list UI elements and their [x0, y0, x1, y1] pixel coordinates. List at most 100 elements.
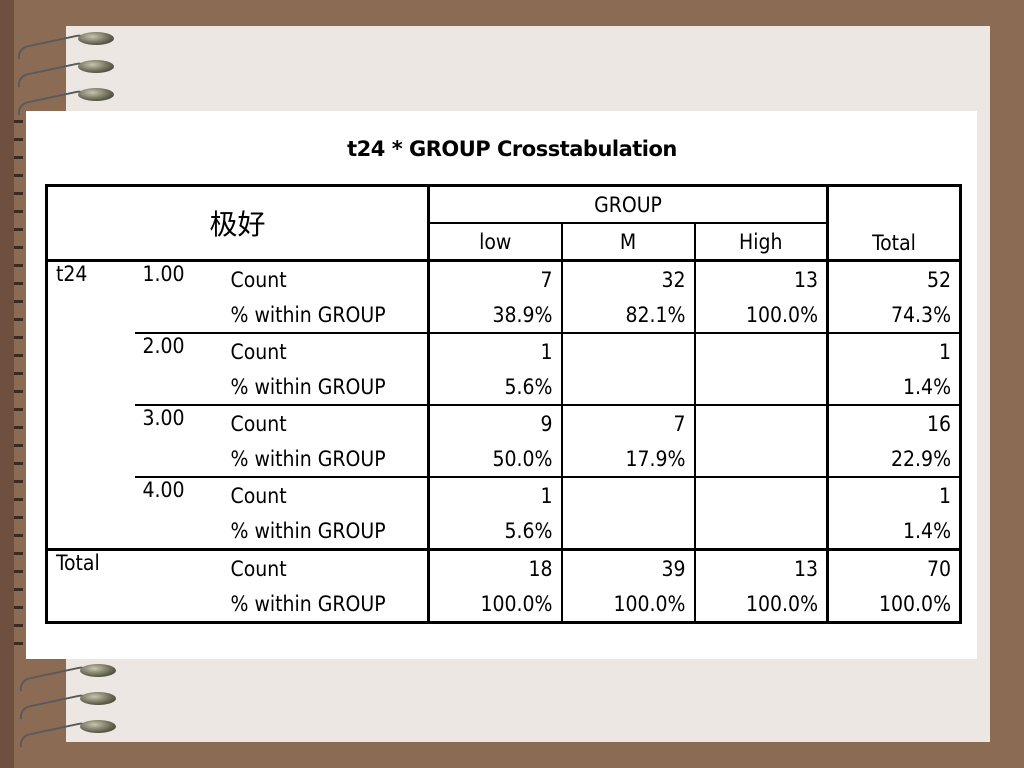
count-cell: 7 [427, 259, 562, 297]
statistic-label: Count [222, 332, 429, 369]
edge-tick [14, 426, 23, 429]
row-value-label: 3.00 [134, 404, 223, 477]
edge-tick [14, 642, 23, 645]
edge-tick [14, 174, 23, 177]
edge-tick [14, 624, 23, 627]
edge-tick [14, 498, 23, 501]
count-total-cell: 16 [826, 404, 961, 441]
group-header: GROUP [427, 185, 828, 224]
statistic-label: Count [222, 404, 429, 441]
count-cell: 39 [560, 548, 695, 586]
column-header: M [560, 223, 695, 261]
edge-tick [14, 156, 23, 159]
edge-tick [14, 372, 23, 375]
edge-tick [14, 606, 23, 609]
crosstab-table: 极好 GROUP Total low M High t24 1.00 Count 7 3… [45, 184, 963, 624]
percent-cell [693, 513, 828, 550]
row-value-label: 4.00 [134, 476, 223, 550]
edge-tick [14, 210, 23, 213]
percent-cell: 82.1% [560, 297, 695, 333]
spiral-ring [78, 32, 114, 45]
percent-cell: 100.0% [693, 297, 828, 333]
edge-tick [14, 228, 23, 231]
edge-tick [14, 588, 23, 591]
edge-tick [14, 408, 23, 411]
edge-tick [14, 480, 23, 483]
spiral-ring [78, 60, 114, 73]
statistic-label: Count [222, 259, 429, 297]
count-cell [693, 332, 828, 369]
count-cell: 13 [693, 548, 828, 586]
row-value-label: 1.00 [134, 259, 223, 333]
spiral-ring [78, 88, 114, 101]
count-cell [560, 476, 695, 513]
percent-cell: 100.0% [427, 586, 562, 623]
percent-cell: 50.0% [427, 441, 562, 477]
percent-cell: 5.6% [427, 513, 562, 550]
count-cell: 7 [560, 404, 695, 441]
edge-tick [14, 444, 23, 447]
statistic-label: Count [222, 548, 429, 586]
percent-total-cell: 1.4% [826, 369, 961, 405]
percent-total-cell: 74.3% [826, 297, 961, 333]
count-cell: 32 [560, 259, 695, 297]
edge-tick [14, 534, 23, 537]
count-cell [693, 404, 828, 441]
count-cell: 1 [427, 476, 562, 513]
percent-cell [693, 441, 828, 477]
count-total-cell: 52 [826, 259, 961, 297]
statistic-label: % within GROUP [230, 518, 386, 543]
count-cell [693, 476, 828, 513]
edge-tick [14, 516, 23, 519]
percent-total-cell: 22.9% [826, 441, 961, 477]
edge-tick [14, 282, 23, 285]
statistic-label: % within GROUP [230, 302, 386, 327]
edge-tick [14, 138, 23, 141]
row-value-label: 2.00 [134, 332, 223, 405]
edge-tick [14, 336, 23, 339]
count-cell: 13 [693, 259, 828, 297]
spiral-ring [80, 664, 116, 677]
edge-tick [14, 390, 23, 393]
percent-cell [560, 369, 695, 405]
column-header: High [693, 223, 828, 261]
edge-tick [14, 570, 23, 573]
grand-total-count-cell: 70 [826, 548, 961, 586]
count-total-cell: 1 [826, 332, 961, 369]
edge-tick [14, 462, 23, 465]
percent-cell [560, 513, 695, 550]
total-column-header: Total [826, 185, 961, 261]
edge-tick [14, 318, 23, 321]
column-header: low [427, 223, 562, 261]
edge-tick [14, 552, 23, 555]
percent-cell [693, 369, 828, 405]
total-row-label: Total [46, 548, 223, 623]
percent-cell: 5.6% [427, 369, 562, 405]
edge-tick [14, 354, 23, 357]
percent-cell: 17.9% [560, 441, 695, 477]
percent-cell: 100.0% [693, 586, 828, 623]
edge-tick [14, 300, 23, 303]
edge-tick [14, 192, 23, 195]
spiral-ring [80, 692, 116, 705]
table-title: t24 * GROUP Crosstabulation [347, 137, 677, 161]
grand-total-percent-cell: 100.0% [826, 586, 961, 623]
statistic-label: % within GROUP [230, 591, 386, 616]
corner-label: 极好 [209, 208, 266, 241]
count-total-cell: 1 [826, 476, 961, 513]
count-cell: 18 [427, 548, 562, 586]
statistic-label: % within GROUP [230, 446, 386, 471]
percent-cell: 100.0% [560, 586, 695, 623]
edge-tick [14, 246, 23, 249]
left-edge-strip [0, 0, 14, 768]
count-cell: 1 [427, 332, 562, 369]
statistic-label: Count [222, 476, 429, 513]
count-cell [560, 332, 695, 369]
count-cell: 9 [427, 404, 562, 441]
statistic-label: % within GROUP [230, 374, 386, 399]
percent-total-cell: 1.4% [826, 513, 961, 550]
percent-cell: 38.9% [427, 297, 562, 333]
spiral-ring [80, 720, 116, 733]
edge-tick [14, 120, 23, 123]
row-variable-label: t24 [46, 259, 135, 550]
